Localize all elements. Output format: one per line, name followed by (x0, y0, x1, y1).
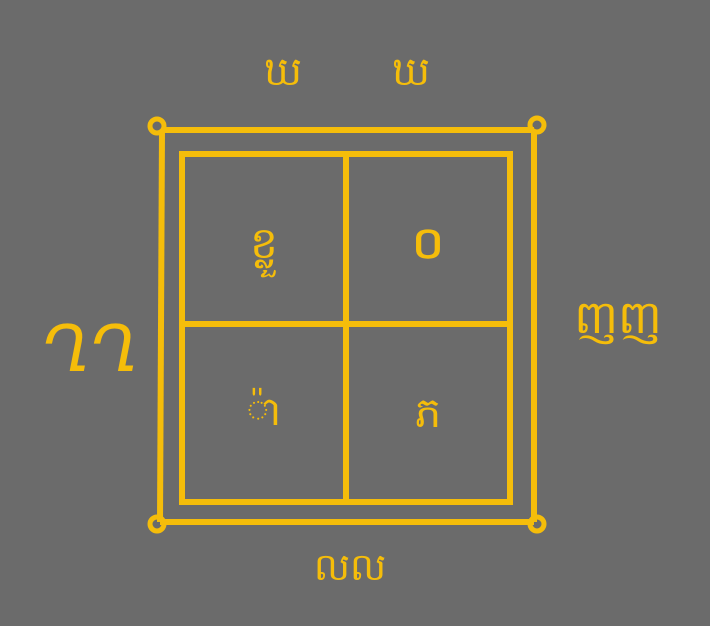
top-glyph-right: ឃ (391, 49, 431, 95)
top-glyph-left: ឃ (263, 49, 303, 95)
right-side-glyphs: ញញ (574, 290, 662, 344)
left-side-glyphs: ՂՂ (41, 313, 139, 387)
bottom-glyphs: លល (313, 545, 387, 589)
outer-frame-left-edge (157, 129, 165, 523)
grid-cell-bottom-right: ភ (414, 388, 442, 437)
grid-cell-top-left: ខ្លួ (250, 218, 278, 269)
corner-knot-bottom-left (147, 514, 167, 534)
inner-grid (179, 151, 513, 505)
outer-frame (157, 127, 537, 525)
corner-knot-bottom-right (527, 514, 547, 534)
corner-knot-top-left (147, 116, 167, 136)
corner-knot-top-right (527, 115, 547, 135)
grid-cell-bottom-left: ៉ា (246, 389, 282, 435)
grid-cell-top-right: ០ (412, 218, 444, 269)
